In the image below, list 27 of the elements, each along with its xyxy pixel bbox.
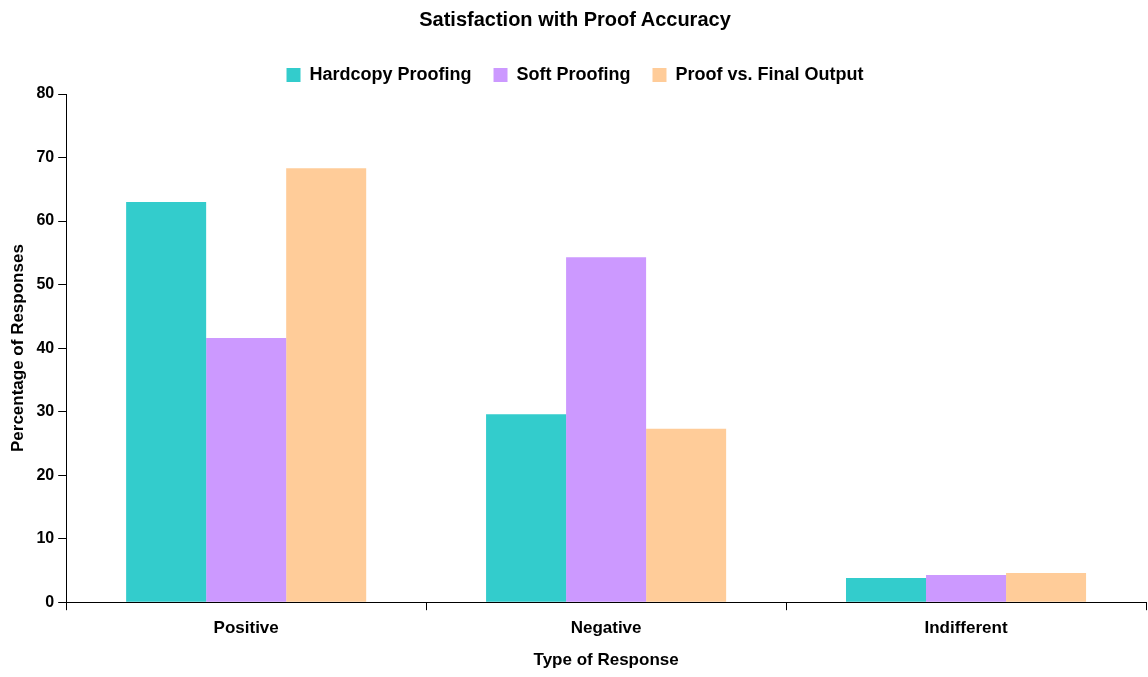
bar bbox=[486, 414, 567, 602]
y-tick-label: 20 bbox=[36, 465, 55, 483]
y-axis-title: Percentage of Responses bbox=[7, 244, 27, 453]
legend-label: Proof vs. Final Output bbox=[675, 63, 864, 84]
bar bbox=[646, 428, 727, 602]
bar bbox=[566, 257, 647, 602]
x-tick-label: Indifferent bbox=[924, 618, 1008, 638]
x-axis-title: Type of Response bbox=[533, 650, 679, 670]
legend-label: Soft Proofing bbox=[516, 63, 631, 84]
y-tick-label: 50 bbox=[36, 274, 55, 292]
y-tick-label: 60 bbox=[36, 211, 55, 229]
y-tick-label: 70 bbox=[36, 147, 55, 165]
y-tick-label: 10 bbox=[36, 529, 55, 547]
bar bbox=[286, 168, 367, 602]
x-tick-label: Positive bbox=[213, 618, 279, 638]
chart-title: Satisfaction with Proof Accuracy bbox=[419, 7, 732, 30]
bar bbox=[846, 578, 927, 602]
bar bbox=[206, 337, 287, 602]
bar bbox=[1006, 572, 1087, 602]
legend-label: Hardcopy Proofing bbox=[309, 63, 472, 84]
y-tick-label: 40 bbox=[36, 338, 55, 356]
x-tick-label: Negative bbox=[570, 618, 642, 638]
y-tick-label: 0 bbox=[45, 592, 55, 610]
y-tick-label: 30 bbox=[36, 402, 55, 420]
bar bbox=[126, 201, 207, 602]
bar bbox=[926, 574, 1007, 602]
y-tick-label: 80 bbox=[36, 84, 55, 102]
